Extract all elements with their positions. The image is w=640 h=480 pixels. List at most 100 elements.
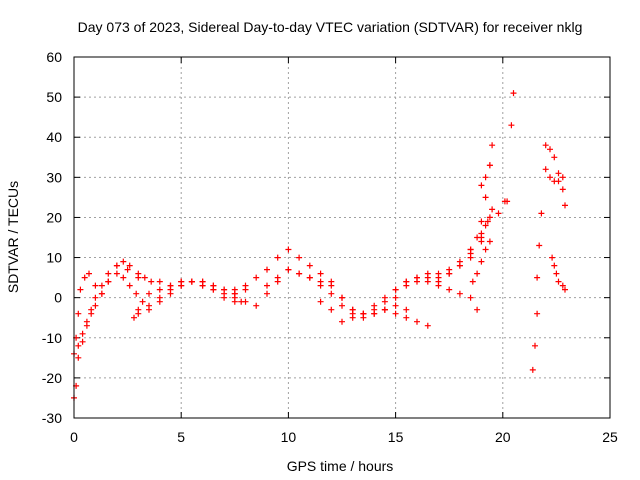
series-arc-p	[478, 162, 493, 189]
y-tick-label: 60	[46, 49, 62, 65]
data-point	[551, 262, 558, 269]
data-point	[542, 142, 549, 149]
y-tick-label: 20	[46, 209, 62, 225]
data-point	[317, 282, 324, 289]
data-point	[403, 314, 410, 321]
data-point	[156, 278, 163, 285]
data-point	[317, 298, 324, 305]
data-point	[495, 210, 502, 217]
data-point	[188, 278, 195, 285]
data-point	[456, 262, 463, 269]
y-axis-label: SDTVAR / TECUs	[5, 181, 21, 293]
data-point	[549, 254, 556, 261]
data-point	[510, 90, 517, 97]
series-arc-i	[264, 266, 356, 317]
data-point	[474, 234, 481, 241]
y-tick-label: 30	[46, 169, 62, 185]
data-point	[253, 302, 260, 309]
series-arc-s	[542, 166, 566, 185]
data-point	[414, 318, 420, 325]
series-arc-l	[381, 278, 481, 313]
series-arc-b	[71, 262, 142, 401]
x-tick-label: 25	[602, 429, 618, 445]
data-point	[126, 282, 133, 289]
data-point	[536, 242, 543, 249]
data-point	[486, 238, 493, 245]
data-point	[274, 254, 281, 261]
series-arc-d	[131, 278, 249, 321]
data-point	[92, 282, 99, 289]
data-point	[264, 266, 270, 273]
y-tick-label: 40	[46, 129, 62, 145]
data-point	[328, 306, 335, 313]
data-point	[529, 366, 536, 373]
data-point	[547, 174, 553, 181]
data-point	[484, 218, 491, 225]
data-point	[467, 294, 474, 301]
data-point	[306, 262, 313, 269]
data-point	[133, 290, 140, 297]
data-point	[148, 278, 155, 285]
data-point	[296, 270, 303, 277]
data-point	[139, 298, 146, 305]
data-point	[555, 170, 562, 177]
series-arc-j	[317, 218, 491, 325]
y-tick-label: 50	[46, 89, 62, 105]
data-point	[482, 194, 489, 201]
data-point	[113, 270, 120, 277]
data-point	[98, 282, 105, 289]
data-point	[156, 286, 163, 293]
data-point	[126, 262, 133, 269]
x-tick-label: 20	[495, 429, 511, 445]
y-tick-label: -20	[42, 370, 62, 386]
data-point	[199, 278, 206, 285]
plot-frame	[73, 56, 611, 419]
data-point	[538, 210, 545, 217]
data-point	[467, 254, 474, 261]
data-point	[508, 122, 515, 129]
data-point	[75, 310, 82, 317]
data-point	[349, 314, 356, 321]
data-point	[381, 294, 388, 301]
data-point	[339, 318, 345, 325]
series-arc-o	[469, 238, 493, 285]
y-tick-label: 10	[46, 250, 62, 266]
data-point	[274, 274, 281, 281]
data-points	[71, 90, 568, 401]
data-point	[555, 278, 562, 285]
data-point	[135, 274, 142, 281]
data-point	[135, 310, 142, 317]
series-arc-a	[71, 258, 249, 357]
data-point	[328, 282, 335, 289]
series-arc-m	[435, 206, 496, 285]
data-point	[559, 186, 566, 193]
data-point	[553, 270, 560, 277]
series-arc-q	[529, 210, 545, 373]
y-tick-label: -30	[42, 410, 62, 426]
data-point	[306, 274, 313, 281]
data-point	[156, 294, 163, 301]
data-point	[424, 322, 431, 329]
data-point	[392, 286, 399, 293]
data-point	[141, 274, 148, 281]
x-tick-label: 15	[388, 429, 404, 445]
data-point	[242, 282, 249, 289]
data-point	[231, 294, 238, 301]
data-point	[392, 302, 399, 309]
data-point	[414, 278, 420, 285]
data-point	[446, 286, 453, 293]
data-point	[285, 246, 292, 253]
data-point	[120, 274, 127, 281]
data-point	[478, 258, 485, 265]
data-point	[534, 310, 541, 317]
series-arc-k	[360, 238, 485, 317]
data-point	[474, 306, 481, 313]
data-point	[210, 282, 217, 289]
data-point	[456, 290, 463, 297]
data-point	[360, 310, 367, 317]
data-point	[532, 342, 538, 349]
data-point	[542, 166, 549, 173]
data-point	[435, 278, 442, 285]
axes: 0 5 10 15 20 25 -30 -20 -10 0 10 20 30 40 50 60	[42, 49, 618, 445]
